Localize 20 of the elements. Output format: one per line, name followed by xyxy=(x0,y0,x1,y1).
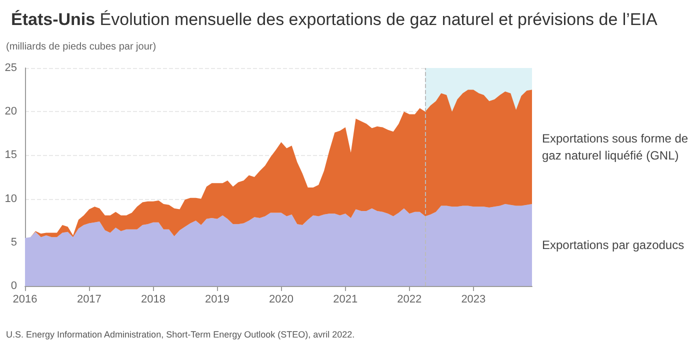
x-tick-label: 2016 xyxy=(12,294,38,306)
y-tick-label: 20 xyxy=(4,106,17,118)
x-tick-label: 2020 xyxy=(268,294,294,306)
x-tick-label: 2021 xyxy=(333,294,358,306)
y-tick-label: 15 xyxy=(4,149,17,162)
y-tick-label: 25 xyxy=(4,62,17,74)
y-tick-label: 5 xyxy=(10,236,17,248)
y-axis-title: (milliards de pieds cubes par jour) xyxy=(6,42,156,52)
y-tick-label: 0 xyxy=(10,280,17,292)
y-tick-label: 10 xyxy=(4,192,17,205)
series-label: Exportations par gazoducs xyxy=(542,238,684,252)
x-tick-label: 2022 xyxy=(397,294,422,306)
chart-title: États-Unis xyxy=(11,9,96,29)
x-tick-label: 2017 xyxy=(76,294,102,306)
text: U.S. Energy Information Administration, Short-Term Energy Outlook (STEO), avril 2022. xyxy=(6,330,355,340)
x-tick-label: 2018 xyxy=(140,294,166,306)
x-tick-label: 2019 xyxy=(204,294,230,306)
x-tick-label: 2023 xyxy=(461,294,486,306)
chart-subtitle: Évolution mensuelle des exportations de gaz naturel et prévisions de l’EIA xyxy=(95,10,658,29)
series-label: Exportations sous forme de gaz naturel liquéfié (GNL) xyxy=(542,131,692,162)
